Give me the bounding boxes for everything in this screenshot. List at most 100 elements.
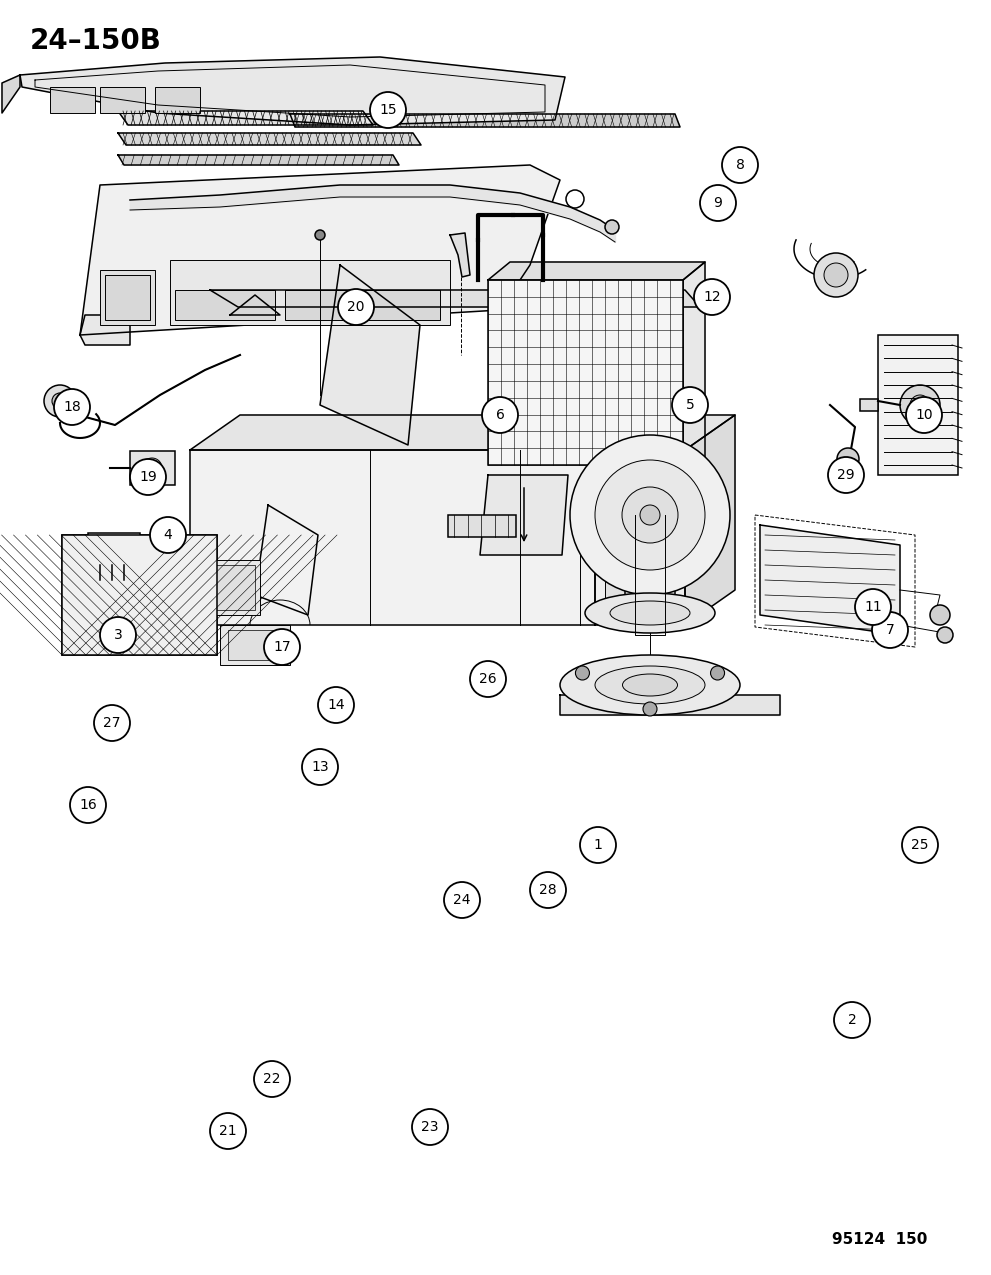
Circle shape: [937, 627, 953, 643]
Circle shape: [315, 230, 325, 240]
Circle shape: [142, 458, 162, 478]
Polygon shape: [118, 133, 421, 145]
Circle shape: [711, 666, 724, 680]
Text: 27: 27: [103, 717, 121, 731]
Text: 19: 19: [139, 470, 157, 484]
Text: 20: 20: [347, 300, 365, 314]
Bar: [120, 537, 129, 561]
Circle shape: [70, 787, 106, 822]
Circle shape: [872, 612, 908, 648]
Bar: [155, 87, 200, 113]
Circle shape: [482, 397, 518, 434]
Polygon shape: [20, 57, 565, 125]
Polygon shape: [118, 156, 399, 164]
Polygon shape: [2, 75, 20, 113]
Polygon shape: [80, 164, 560, 335]
Bar: [860, 399, 878, 411]
Polygon shape: [560, 695, 780, 715]
Text: 25: 25: [912, 838, 929, 852]
Bar: [538, 379, 544, 389]
Polygon shape: [118, 111, 373, 125]
Text: 1: 1: [594, 838, 603, 852]
Circle shape: [814, 252, 858, 297]
Circle shape: [672, 388, 708, 423]
Circle shape: [722, 147, 758, 184]
Circle shape: [930, 606, 950, 625]
Text: 4: 4: [164, 528, 172, 542]
Bar: [228, 630, 283, 660]
Bar: [130, 451, 175, 484]
Circle shape: [694, 279, 730, 315]
Text: 15: 15: [380, 103, 396, 117]
Circle shape: [576, 666, 590, 680]
Bar: [108, 537, 117, 561]
Circle shape: [302, 748, 338, 785]
Text: 22: 22: [264, 1072, 280, 1086]
Bar: [522, 379, 528, 389]
Bar: [625, 565, 675, 625]
Circle shape: [52, 393, 68, 409]
Circle shape: [605, 221, 619, 235]
Text: 21: 21: [219, 1125, 237, 1139]
Text: 5: 5: [686, 398, 695, 412]
Circle shape: [580, 827, 616, 863]
Bar: [605, 550, 670, 615]
Circle shape: [54, 389, 90, 425]
Text: 26: 26: [480, 672, 496, 686]
Polygon shape: [190, 414, 735, 450]
Circle shape: [837, 448, 859, 470]
Circle shape: [470, 660, 506, 697]
Polygon shape: [480, 476, 568, 555]
Text: 95124  150: 95124 150: [832, 1232, 928, 1247]
Circle shape: [902, 827, 938, 863]
Text: 10: 10: [915, 408, 933, 422]
Polygon shape: [230, 295, 280, 315]
Ellipse shape: [560, 655, 740, 715]
Text: 28: 28: [539, 884, 557, 898]
Circle shape: [570, 435, 730, 595]
Circle shape: [264, 629, 300, 666]
Ellipse shape: [622, 674, 678, 696]
Text: 16: 16: [79, 798, 97, 812]
Polygon shape: [80, 315, 130, 346]
Circle shape: [94, 705, 130, 741]
Text: 2: 2: [847, 1014, 856, 1026]
Circle shape: [44, 385, 76, 417]
Polygon shape: [450, 233, 470, 277]
Bar: [205, 565, 255, 609]
Text: 6: 6: [496, 408, 504, 422]
Circle shape: [824, 263, 848, 287]
Bar: [514, 379, 520, 389]
Polygon shape: [760, 525, 900, 635]
Polygon shape: [210, 289, 700, 307]
Circle shape: [130, 459, 166, 495]
Circle shape: [147, 463, 157, 473]
Text: 24–150B: 24–150B: [30, 27, 162, 55]
Circle shape: [100, 617, 136, 653]
Bar: [200, 560, 260, 615]
Circle shape: [906, 397, 942, 434]
Circle shape: [318, 687, 354, 723]
Bar: [878, 335, 958, 476]
Bar: [105, 275, 150, 320]
Bar: [448, 515, 516, 537]
Text: 3: 3: [114, 629, 122, 643]
Polygon shape: [190, 450, 685, 625]
Bar: [100, 87, 145, 113]
Circle shape: [622, 487, 678, 543]
Text: 17: 17: [274, 640, 290, 654]
Bar: [100, 270, 155, 325]
Circle shape: [530, 872, 566, 908]
Text: 8: 8: [735, 158, 744, 172]
Polygon shape: [320, 265, 420, 445]
Bar: [220, 625, 290, 666]
Circle shape: [566, 190, 584, 208]
Circle shape: [338, 289, 374, 325]
Text: 7: 7: [886, 623, 894, 638]
Ellipse shape: [595, 666, 705, 704]
Circle shape: [640, 505, 660, 525]
Polygon shape: [488, 261, 705, 280]
Circle shape: [370, 92, 406, 128]
Text: 11: 11: [864, 601, 882, 615]
Bar: [96, 537, 105, 561]
